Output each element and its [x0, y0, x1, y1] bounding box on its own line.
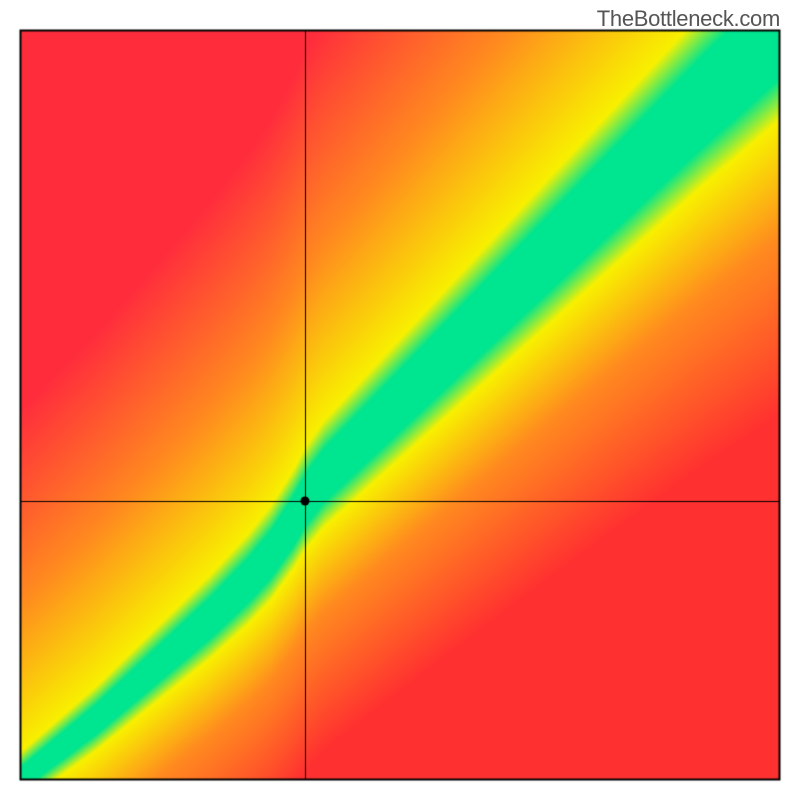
- bottleneck-heatmap: [0, 0, 800, 800]
- watermark-text: TheBottleneck.com: [597, 6, 780, 32]
